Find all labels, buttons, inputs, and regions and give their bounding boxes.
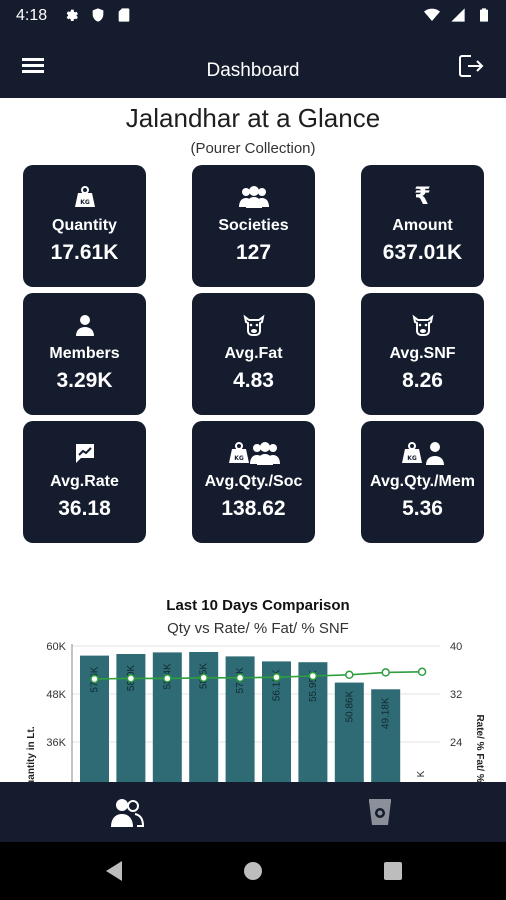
bottom-nav xyxy=(0,782,506,842)
bar-value-label: 55.95K xyxy=(308,670,319,702)
menu-button[interactable] xyxy=(18,50,50,80)
tile-value: 3.29K xyxy=(56,369,113,392)
rate-point xyxy=(90,674,99,684)
rate-line xyxy=(94,671,423,680)
weight-person-icon: KG xyxy=(401,442,444,465)
status-time: 4:18 xyxy=(16,7,48,24)
cow-icon xyxy=(243,314,264,336)
rate-point xyxy=(345,670,354,680)
rate-point xyxy=(308,671,318,681)
rate-point xyxy=(235,673,245,683)
tile-value: 17.61K xyxy=(50,241,119,264)
bar xyxy=(262,661,291,782)
sd-card-icon xyxy=(118,8,130,22)
weight-group-icon: KG xyxy=(228,442,280,465)
page-title: Jalandhar at a Glance xyxy=(125,103,381,133)
rate-chart-icon xyxy=(75,444,94,463)
tile-value: 138.62 xyxy=(221,497,286,520)
signal-icon xyxy=(451,8,465,22)
rate-point xyxy=(381,668,390,677)
tile-label: Avg.Rate xyxy=(50,473,119,490)
tile-label: Societies xyxy=(218,217,289,234)
svg-text:KG: KG xyxy=(234,455,244,462)
y2-tick-label: 32 xyxy=(450,689,462,701)
tile-label: Avg.Qty./Soc xyxy=(204,473,303,490)
y-tick-label: 48K xyxy=(46,689,66,701)
rate-point xyxy=(126,674,136,683)
cow-icon xyxy=(412,314,433,336)
svg-text:KG: KG xyxy=(407,455,417,462)
recents-icon[interactable] xyxy=(380,858,406,884)
y-tick-label: 36K xyxy=(46,737,66,749)
rate-point xyxy=(417,667,427,677)
partial-bar-label: K xyxy=(416,770,427,777)
nav-collection[interactable] xyxy=(253,782,506,842)
tile-value: 637.01K xyxy=(382,241,463,264)
tile-value: 4.83 xyxy=(233,369,274,392)
tile-avg-qty-soc[interactable]: KG Avg.Qty./Soc 138.62 xyxy=(192,421,315,543)
bar xyxy=(152,652,182,782)
tile-value: 5.36 xyxy=(402,497,443,520)
back-icon[interactable] xyxy=(102,858,128,884)
page-subtitle: (Pourer Collection) xyxy=(190,140,316,157)
tile-value: 8.26 xyxy=(402,369,443,392)
wifi-icon xyxy=(424,8,440,21)
milk-can-icon xyxy=(368,799,391,825)
status-bar: 4:18 xyxy=(0,0,506,32)
tile-avg-rate[interactable]: Avg.Rate 36.18 xyxy=(23,421,146,543)
chart-subtitle: Qty vs Rate/ % Fat/ % SNF xyxy=(167,620,349,637)
shield-icon xyxy=(92,8,104,22)
tile-avg-fat[interactable]: Avg.Fat 4.83 xyxy=(192,293,315,415)
system-navigation-bar xyxy=(0,842,506,900)
tile-value: 127 xyxy=(235,241,272,264)
chart-title: Last 10 Days Comparison xyxy=(166,597,350,614)
tile-quantity[interactable]: KG Quantity 17.61K xyxy=(23,165,146,287)
rupee-icon: ₹ xyxy=(414,183,431,210)
bar-value-label: 50.86K xyxy=(344,690,355,722)
comparison-chart: 60K 48K 36K 40 32 24 Quantity in Lt. Rate/ % Fa… xyxy=(26,641,485,782)
tile-label: Quantity xyxy=(52,217,117,234)
battery-icon xyxy=(480,8,488,22)
tile-label: Amount xyxy=(392,217,453,234)
rate-point xyxy=(272,672,281,682)
gear-icon xyxy=(66,9,78,21)
logout-button[interactable] xyxy=(456,52,486,80)
home-icon[interactable] xyxy=(240,858,266,884)
tile-avg-qty-mem[interactable]: KG Avg.Qty./Mem 5.36 xyxy=(361,421,484,543)
tile-amount[interactable]: ₹ Amount 637.01K xyxy=(361,165,484,287)
tile-label: Avg.Fat xyxy=(224,345,283,362)
tile-label: Members xyxy=(49,345,120,362)
y2-tick-label: 24 xyxy=(450,737,462,749)
bar xyxy=(371,689,401,782)
bar xyxy=(298,662,328,782)
tile-societies[interactable]: Societies 127 xyxy=(192,165,315,287)
group-icon xyxy=(238,186,269,208)
hamburger-menu-icon xyxy=(22,58,44,73)
tile-label: Avg.SNF xyxy=(389,345,456,362)
weight-kg-icon: KG xyxy=(74,186,95,207)
y2-axis-title: Rate/ % Fat/ % SNF xyxy=(474,714,485,782)
y-tick-label: 60K xyxy=(46,641,66,653)
y-axis-title: Quantity in Lt. xyxy=(26,726,37,782)
rate-point xyxy=(163,674,172,683)
tile-members[interactable]: Members 3.29K xyxy=(23,293,146,415)
nav-members[interactable] xyxy=(0,782,253,842)
members-icon xyxy=(110,799,144,827)
logout-icon xyxy=(459,55,484,77)
rate-point xyxy=(199,673,208,683)
bar xyxy=(334,682,364,782)
bar-value-label: 49.18K xyxy=(381,697,392,729)
bar-value-label: 56.15K xyxy=(272,669,283,701)
tile-label: Avg.Qty./Mem xyxy=(370,473,475,490)
app-bar: Dashboard xyxy=(0,32,506,98)
tile-avg-snf[interactable]: Avg.SNF 8.26 xyxy=(361,293,484,415)
y2-tick-label: 40 xyxy=(450,641,462,653)
svg-text:KG: KG xyxy=(80,199,90,206)
person-icon xyxy=(75,315,94,336)
tile-value: 36.18 xyxy=(58,497,111,520)
app-title: Dashboard xyxy=(206,60,300,81)
